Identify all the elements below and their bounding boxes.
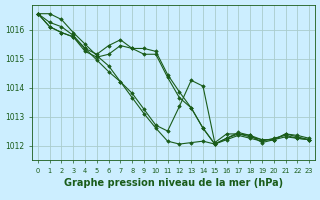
X-axis label: Graphe pression niveau de la mer (hPa): Graphe pression niveau de la mer (hPa) bbox=[64, 178, 283, 188]
